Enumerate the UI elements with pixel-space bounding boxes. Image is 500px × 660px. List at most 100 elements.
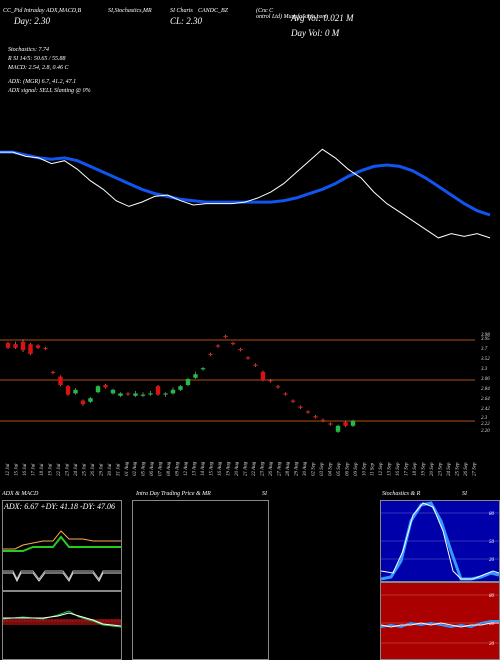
candle-body (245, 357, 251, 359)
stoch-readout: Stochastics: 7.74 (8, 47, 49, 53)
x-tick-label: 20 Aug (235, 461, 240, 476)
x-tick-label: 29 Jul (99, 463, 104, 476)
day-label: Day: 2.30 (14, 16, 50, 26)
candle-body (118, 393, 123, 396)
x-tick-label: 09 Sep (354, 462, 359, 476)
x-axis: 12 Jul 15 Jul 16 Jul 17 Jul 18 Jul 19 Jul 22 J… (6, 461, 478, 476)
candle-body (215, 345, 221, 347)
candle-body (43, 347, 48, 349)
x-tick-label: 28 Aug (286, 461, 291, 476)
x-tick-label: 20 Sep (430, 462, 435, 476)
candle-body (35, 345, 41, 348)
candle-body (328, 423, 333, 425)
x-tick-label: 02 Sep (311, 462, 316, 476)
x-tick-label: 06 Sep (345, 462, 350, 476)
x-tick-label: 09 Aug (176, 461, 181, 476)
y-tick-labels: 3.983.953.73.523.33.062.842.642.422.32.2… (481, 333, 490, 434)
rsi-panel: 80 50 20 (380, 582, 500, 660)
intraday-si: SI (262, 491, 267, 497)
candle-body (73, 389, 78, 394)
candle-body (223, 335, 228, 337)
candle-body (185, 379, 191, 385)
x-tick-label: 23 Sep (439, 462, 444, 476)
x-tick-label: 16 Sep (396, 462, 401, 476)
x-tick-label: 17 Jul (31, 463, 36, 476)
x-tick-label: 22 Jul (57, 463, 62, 476)
candle-body (350, 421, 356, 426)
x-tick-label: 12 Jul (6, 463, 11, 476)
header-line1d: CANDC_BZ (198, 8, 229, 14)
candle-body (110, 389, 116, 394)
svg-text:50: 50 (489, 622, 495, 627)
x-tick-label: 27 Aug (277, 461, 282, 476)
x-tick-label: 05 Aug (142, 461, 147, 476)
x-tick-label: 11 Sep (371, 462, 376, 476)
x-tick-label: 02 Aug (133, 461, 138, 476)
candle-body (65, 386, 71, 395)
svg-text:20: 20 (489, 642, 495, 647)
svg-text:20: 20 (489, 558, 495, 563)
candle-body (290, 400, 296, 402)
x-tick-label: 13 Sep (388, 462, 393, 476)
candle-body (103, 385, 108, 388)
x-tick-label: 24 Sep (447, 462, 452, 476)
x-tick-label: 24 Jul (74, 463, 79, 476)
candle-body (178, 386, 183, 390)
candle-body (260, 371, 266, 381)
candle-body (275, 386, 281, 388)
x-tick-label: 26 Sep (464, 462, 469, 476)
macd-lines (3, 610, 121, 628)
ma-line-chart (0, 148, 491, 239)
candle-body (5, 343, 11, 348)
svg-text:80: 80 (489, 594, 495, 599)
candle-body (88, 398, 93, 402)
candle-body (133, 393, 138, 396)
candle-body (305, 411, 311, 413)
x-tick-label: 06 Aug (150, 461, 155, 476)
candle-body (155, 386, 161, 395)
x-tick-label: 05 Sep (337, 462, 342, 476)
y-tick-label: 3.98 (481, 333, 490, 338)
candle-body (20, 341, 26, 351)
x-tick-label: 22 Aug (252, 461, 257, 476)
rsi-readout: R SI 14/5: 50.65 / 55.88 (8, 56, 66, 62)
candle-body (140, 394, 146, 396)
x-tick-label: 19 Sep (422, 462, 427, 476)
stoch-lines: 80 50 20 (381, 501, 499, 581)
x-tick-label: 16 Jul (23, 463, 28, 476)
x-tick-label: 23 Aug (260, 461, 265, 476)
x-tick-label: 14 Aug (201, 461, 206, 476)
candle-body (125, 393, 131, 395)
x-tick-label: 17 Sep (405, 462, 410, 476)
svg-text:50: 50 (489, 540, 495, 545)
stoch-panel: 80 50 20 (380, 500, 500, 582)
y-tick-label: 2.64 (481, 397, 490, 402)
x-tick-label: 10 Sep (362, 462, 367, 476)
ma-line (0, 150, 491, 217)
header-line1c: SI Charts (170, 8, 193, 14)
y-tick-label: 3.95 (481, 337, 490, 342)
y-tick-label: 3.7 (481, 347, 488, 352)
candle-body (230, 343, 236, 345)
x-tick-label: 19 Aug (227, 461, 232, 476)
y-tick-label: 3.06 (481, 377, 490, 382)
avg-vol: Avg Vol: 0.021 M (291, 13, 354, 23)
stoch-panel-title: Stochastics & R (382, 491, 421, 497)
adx-readout: ADX: (MGR) 6.7, 41.2, 47.1 (8, 79, 77, 85)
adx-signal: ADX signal: SELL Slanting @ 0% (8, 88, 91, 94)
candle-body (298, 406, 303, 408)
candle-body (95, 386, 101, 393)
adx-lines (3, 530, 121, 583)
candle-body (13, 344, 18, 348)
x-tick-label: 08 Aug (167, 461, 172, 476)
macd-readout: MACD: 2.54, 2.8, 0.46 C (8, 65, 69, 71)
y-tick-label: 2.20 (481, 429, 490, 434)
day-vol: Day Vol: 0 M (291, 28, 340, 38)
adx-values: ADX: 6.67 +DY: 41.18 -DY: 47.06 (4, 502, 116, 511)
stoch-panel-si: SI (462, 491, 467, 497)
x-tick-label: 18 Jul (40, 463, 45, 476)
candle-body (335, 425, 341, 432)
y-tick-label: 2.42 (481, 407, 490, 412)
close-label: CL: 2.30 (170, 16, 203, 26)
candle-body (148, 393, 153, 395)
